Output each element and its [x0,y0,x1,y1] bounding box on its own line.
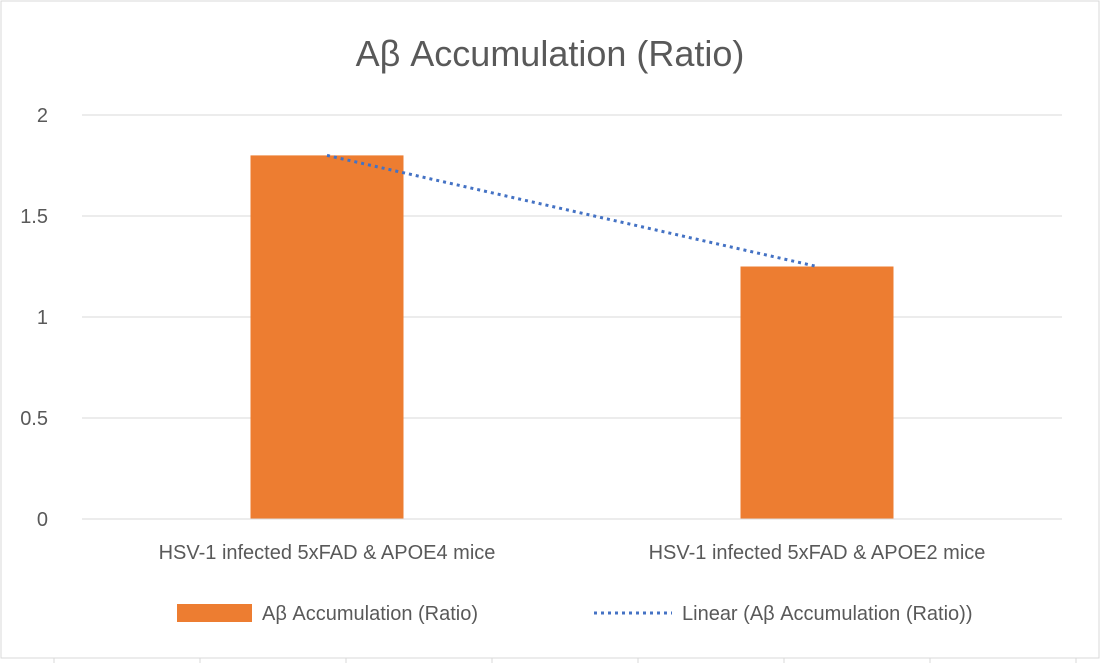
legend-label-trendline: Linear (Aβ Accumulation (Ratio)) [682,603,973,625]
x-axis-categories: HSV-1 infected 5xFAD & APOE4 mice HSV-1 … [159,542,986,564]
bar-apoe2 [740,266,894,519]
y-axis-ticks: 0 0.5 1 1.5 2 [20,105,48,531]
legend-label-bar: Aβ Accumulation (Ratio) [262,603,478,625]
x-category-label: HSV-1 infected 5xFAD & APOE2 mice [649,542,986,564]
x-category-label: HSV-1 infected 5xFAD & APOE4 mice [159,542,496,564]
y-tick-label: 2 [37,105,48,127]
bar-apoe4 [250,155,404,519]
y-tick-label: 1 [37,307,48,329]
legend-swatch-bar [177,604,252,622]
bar-series [250,155,894,519]
legend: Aβ Accumulation (Ratio) Linear (Aβ Accum… [177,603,973,625]
bottom-tick-marks [53,658,1077,663]
y-tick-label: 1.5 [20,206,48,228]
chart-title: Aβ Accumulation (Ratio) [356,33,745,74]
y-tick-label: 0.5 [20,408,48,430]
y-tick-label: 0 [37,509,48,531]
